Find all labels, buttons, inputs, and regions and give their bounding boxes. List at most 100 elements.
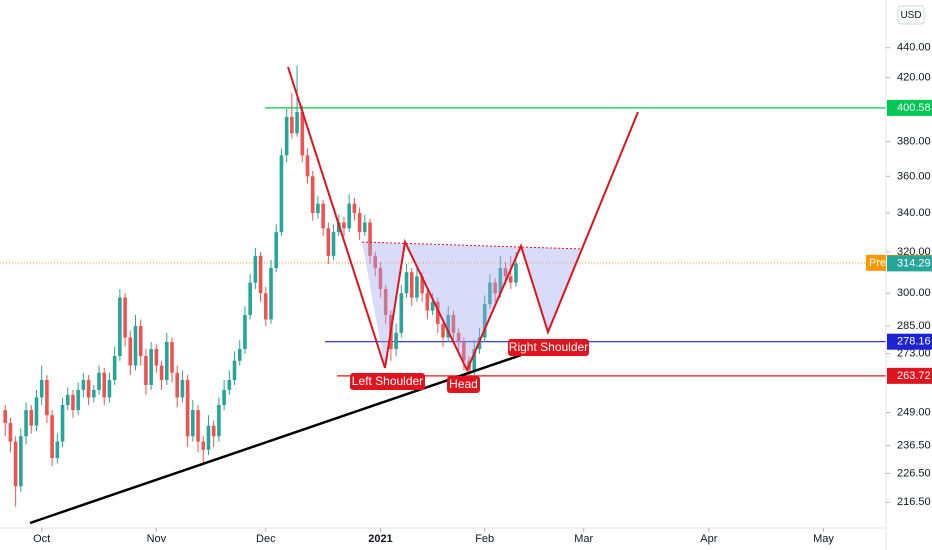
candle-body <box>394 332 398 350</box>
candle-body <box>243 314 247 350</box>
candle-body <box>39 380 44 398</box>
annotation: Right Shoulder <box>509 340 588 354</box>
annotation: Head <box>449 377 478 391</box>
candle-body <box>456 332 461 343</box>
y-tick-label: 216.50 <box>897 496 931 508</box>
candle-body <box>8 423 13 442</box>
candle-body <box>347 203 351 229</box>
candle-body <box>383 288 388 315</box>
candle-body <box>295 112 299 134</box>
candle-body <box>462 342 466 361</box>
candle-body <box>154 349 159 366</box>
label-box <box>508 339 589 356</box>
candle-body <box>86 380 91 398</box>
y-tick-label: 440.00 <box>897 42 931 54</box>
candle-body <box>191 410 195 437</box>
level-label: 263.72 <box>897 370 931 382</box>
plot-area <box>0 65 886 507</box>
candle-body <box>493 282 497 294</box>
candle-body <box>404 272 409 294</box>
level-label: 400.58 <box>897 102 931 114</box>
y-tick-label: 420.00 <box>897 71 931 83</box>
candle-body <box>185 380 190 437</box>
candle-body <box>24 410 28 437</box>
candle-body <box>13 441 18 487</box>
candle-body <box>3 410 8 424</box>
candle-body <box>133 326 138 366</box>
candle-body <box>253 255 258 283</box>
candle-body <box>290 116 294 134</box>
candle-body <box>107 380 112 398</box>
axes: 440.00 420.00 380.00 360.00 340.00 320.00 300.… <box>33 42 932 545</box>
annotation: Left Shoulder <box>352 374 423 388</box>
candle-body <box>45 380 49 416</box>
candle-body <box>264 293 268 320</box>
candle-body <box>19 436 23 487</box>
last-price-label-box <box>887 255 932 272</box>
candle-body <box>149 349 153 385</box>
currency-box <box>897 5 925 25</box>
candle-body <box>118 297 122 357</box>
y-tick-label: 226.50 <box>897 467 931 479</box>
premarket-name: Pre <box>869 257 886 269</box>
trend-line <box>29 350 531 525</box>
pattern-fill <box>362 242 583 370</box>
candle-body <box>409 272 414 298</box>
candle-body <box>331 232 336 256</box>
candle-body <box>227 380 232 390</box>
candle-body <box>144 356 148 385</box>
candle-body <box>34 397 39 426</box>
candle-body <box>102 372 107 398</box>
candle-body <box>269 268 273 320</box>
last-price-label: 314.29 <box>897 257 931 269</box>
candle-body <box>498 268 503 294</box>
y-tick-label: 236.50 <box>897 440 931 452</box>
candle-body <box>71 394 75 411</box>
candle-body <box>300 112 305 156</box>
candle-body <box>425 293 430 311</box>
x-tick-label: Nov <box>147 533 167 545</box>
candle-body <box>128 337 133 366</box>
x-tick-label: Apr <box>700 533 717 545</box>
candle-body <box>326 228 331 256</box>
x-tick-label: 2021 <box>368 533 392 545</box>
y-tick-label: 273.00 <box>897 348 931 360</box>
candle-body <box>378 268 383 289</box>
candle-body <box>50 415 54 458</box>
candle-body <box>503 268 508 277</box>
candle-body <box>279 155 284 233</box>
y-tick-label: 380.00 <box>897 136 931 148</box>
candle-body <box>159 365 164 381</box>
candle-body <box>180 380 185 398</box>
price-axis <box>886 0 932 550</box>
candle-body <box>488 282 492 304</box>
level-label-box <box>887 367 932 384</box>
candle-body <box>211 425 216 437</box>
candle-body <box>29 410 34 426</box>
candle-body <box>258 255 263 294</box>
candle-body <box>97 372 101 390</box>
x-tick-label: Oct <box>33 533 50 545</box>
candle-body <box>310 176 315 213</box>
y-tick-label: 340.00 <box>897 207 931 219</box>
candle-body <box>232 360 237 381</box>
candle-body <box>399 293 404 333</box>
level-label-box <box>887 333 932 350</box>
candle-body <box>342 222 346 229</box>
candle-body <box>170 342 174 373</box>
x-tick-label: Dec <box>256 533 276 545</box>
candle-body <box>435 301 440 324</box>
candle-body <box>368 222 372 256</box>
candle-body <box>316 203 320 213</box>
candle-body <box>92 389 96 398</box>
level-label: 278.16 <box>897 336 931 348</box>
candle-body <box>175 372 179 398</box>
candle-body <box>352 203 357 213</box>
pattern-path <box>287 66 639 373</box>
candle-body <box>237 349 242 361</box>
candle-body <box>451 314 456 333</box>
candle-body <box>222 389 226 405</box>
